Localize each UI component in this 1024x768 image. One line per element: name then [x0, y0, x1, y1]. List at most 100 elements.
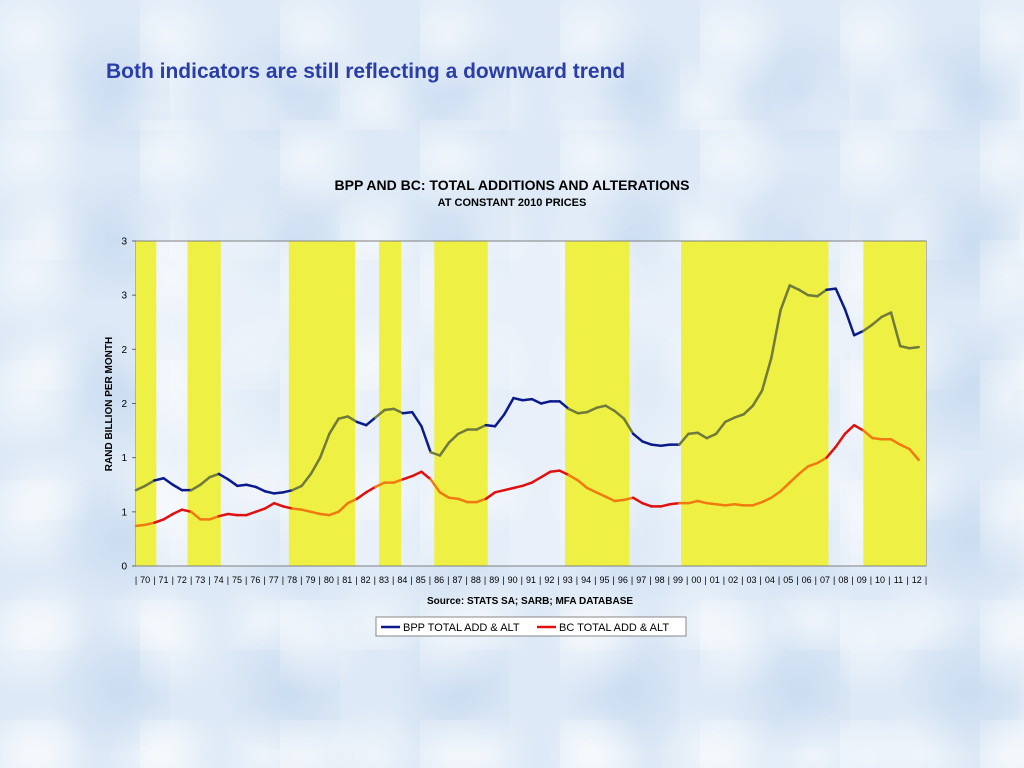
series-0-segment: [760, 356, 773, 392]
series-0-segment: [751, 389, 764, 407]
x-tick-label: 94: [581, 575, 591, 585]
series-1-segment: [613, 498, 626, 503]
series-0-segment: [816, 288, 828, 298]
x-tick-separator: |: [557, 575, 559, 585]
series-0-segment: [779, 284, 791, 312]
series-1-segment: [567, 473, 580, 482]
x-tick-label: 85: [416, 575, 426, 585]
series-0-segment: [714, 420, 727, 436]
series-1-segment: [493, 488, 506, 494]
x-tick-separator: |: [539, 575, 541, 585]
x-tick-label: 12: [912, 575, 922, 585]
x-tick-separator: |: [135, 575, 137, 585]
series-1-segment: [843, 423, 856, 436]
series-0-segment: [852, 329, 865, 337]
x-tick-separator: |: [888, 575, 890, 585]
series-0-segment: [162, 477, 175, 486]
x-tick-separator: |: [429, 575, 431, 585]
x-tick-separator: |: [300, 575, 302, 585]
x-tick-separator: |: [319, 575, 321, 585]
series-0-segment: [724, 416, 736, 424]
series-1-segment: [392, 478, 405, 484]
series-0-segment: [143, 479, 156, 488]
x-tick-separator: |: [833, 575, 835, 585]
series-0-segment: [171, 483, 184, 492]
series-1-segment: [641, 501, 653, 508]
x-tick-label: 89: [489, 575, 499, 585]
series-0-segment: [604, 404, 617, 413]
series-1-segment: [696, 499, 709, 505]
x-tick-label: 10: [875, 575, 885, 585]
series-0-segment: [383, 407, 396, 412]
series-0-segment: [226, 478, 239, 488]
x-tick-separator: |: [172, 575, 174, 585]
series-1-segment: [558, 469, 571, 477]
series-1-segment: [834, 432, 847, 449]
series-0-segment: [742, 404, 755, 416]
x-tick-separator: |: [741, 575, 743, 585]
series-1-segment: [539, 470, 552, 479]
series-0-segment: [908, 345, 920, 350]
series-0-segment: [401, 410, 414, 415]
series-1-segment: [595, 491, 607, 498]
series-1-segment: [438, 491, 451, 499]
x-tick-label: 00: [691, 575, 701, 585]
x-tick-label: 82: [361, 575, 371, 585]
series-1-segment: [852, 423, 865, 432]
series-1-segment: [429, 478, 442, 494]
x-tick-separator: |: [374, 575, 376, 585]
series-1-segment: [585, 486, 598, 494]
x-tick-separator: |: [815, 575, 817, 585]
series-1-segment: [217, 512, 230, 518]
series-1-segment: [328, 510, 340, 517]
series-0-segment: [696, 431, 709, 440]
series-1-segment: [245, 510, 257, 517]
series-0-segment: [208, 472, 221, 479]
series-0-segment: [503, 396, 515, 416]
y-tick-label: 0: [121, 562, 127, 573]
x-tick-separator: |: [263, 575, 265, 585]
series-0-segment: [484, 423, 497, 428]
x-tick-label: 98: [655, 575, 665, 585]
x-tick-separator: |: [392, 575, 394, 585]
series-0-segment: [880, 311, 893, 319]
series-1-segment: [825, 445, 838, 459]
x-tick-label: 99: [673, 575, 683, 585]
x-tick-label: 88: [471, 575, 481, 585]
series-1-segment: [355, 491, 368, 501]
series-0-segment: [825, 287, 838, 291]
series-0-segment: [898, 344, 911, 350]
x-tick-separator: |: [778, 575, 780, 585]
series-1-segment: [797, 465, 810, 476]
series-0-segment: [862, 323, 874, 333]
x-axis: | | | | | | | | | | | | | | | | | | | | | | | | | | | | | | | | | | | | | | | |…: [135, 575, 927, 585]
y-tick-label: 1: [121, 507, 127, 518]
series-0-segment: [843, 308, 856, 337]
series-0-segment: [291, 484, 303, 492]
series-1-segment: [788, 472, 801, 484]
series-1-segment: [503, 486, 515, 492]
legend: BPP TOTAL ADD & ALT BC TOTAL ADD & ALT: [375, 616, 687, 637]
series-1-segment: [668, 501, 681, 506]
x-tick-separator: |: [466, 575, 468, 585]
x-tick-label: 05: [783, 575, 793, 585]
series-1-segment: [254, 507, 267, 514]
x-tick-separator: |: [796, 575, 798, 585]
series-0-segment: [245, 483, 257, 489]
series-0-segment: [705, 432, 718, 440]
x-tick-separator: |: [759, 575, 761, 585]
shaded-period-1: [187, 241, 221, 566]
series-0-segment: [153, 477, 165, 482]
shaded-period-0: [136, 241, 157, 566]
y-tick-label: 2: [121, 345, 127, 356]
series-1-segment: [521, 481, 534, 488]
series-1-segment: [153, 518, 165, 524]
x-tick-separator: |: [227, 575, 229, 585]
series-0-segment: [199, 475, 211, 486]
series-1-segment: [208, 514, 221, 521]
series-1-segment: [337, 501, 350, 514]
series-0-segment: [457, 428, 469, 436]
series-1-segment: [318, 512, 331, 517]
x-tick-separator: |: [704, 575, 706, 585]
